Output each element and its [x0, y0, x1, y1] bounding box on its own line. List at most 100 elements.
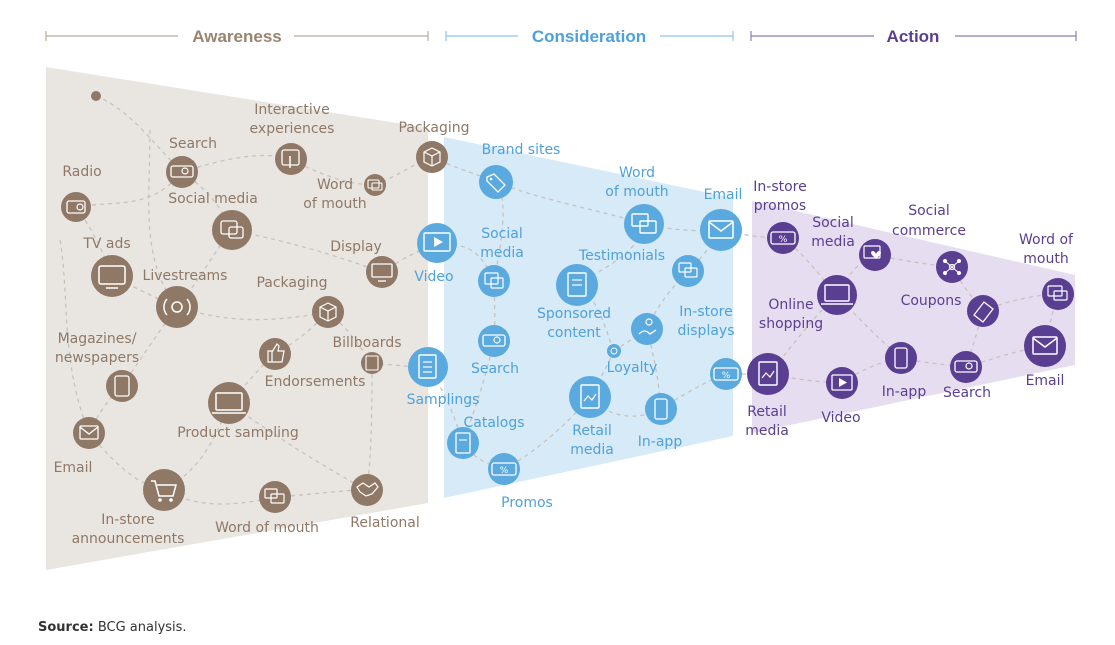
label-a-in-app: In-app	[882, 384, 927, 400]
search-icon	[950, 351, 982, 383]
label-a-social-media-1: Social	[812, 215, 854, 231]
label-sponsored-2: content	[547, 325, 601, 341]
label-magazines-1: Magazines/	[58, 331, 137, 347]
search-icon	[478, 325, 510, 357]
label-c-word-of-mouth-1: Word	[619, 165, 655, 181]
laptop-icon	[208, 382, 250, 424]
label-word-of-mouth-2: of mouth	[303, 196, 366, 212]
label-interactive-2: experiences	[250, 121, 335, 137]
label-billboards: Billboards	[333, 335, 402, 351]
label-testimonials: Testimonials	[578, 248, 665, 264]
label-packaging-mid: Packaging	[256, 275, 327, 291]
label-c-video: Video	[414, 269, 453, 285]
label-c-retail-media-2: media	[570, 442, 614, 458]
cart-icon	[143, 469, 185, 511]
magazine-icon	[106, 370, 138, 402]
label-a-search: Search	[943, 385, 991, 401]
label-promos: Promos	[501, 495, 553, 511]
svg-text:%: %	[722, 371, 731, 381]
social-media-icon	[212, 210, 252, 250]
action-nodes: %	[747, 222, 1074, 399]
label-c-social-media-2: media	[480, 245, 524, 261]
touchscreen-icon	[275, 143, 307, 175]
label-social-media: Social media	[168, 191, 258, 207]
label-online-shopping-1: Online	[768, 297, 813, 313]
label-a-retail-media-2: media	[745, 423, 789, 439]
email-icon	[700, 209, 742, 251]
awareness-panel	[46, 67, 428, 570]
label-c-social-media-1: Social	[481, 226, 523, 242]
awareness-nodes	[61, 141, 448, 513]
network-icon	[936, 251, 968, 283]
tag-icon	[479, 165, 513, 199]
coupon-icon	[967, 295, 999, 327]
chat-bubble-icon	[364, 174, 386, 196]
chat-bubble-icon	[1042, 278, 1074, 310]
email-icon	[73, 417, 105, 449]
thumbs-up-icon	[259, 338, 291, 370]
coupon-icon: %	[710, 358, 742, 390]
video-icon	[826, 367, 858, 399]
document-icon	[747, 353, 789, 395]
svg-text:%: %	[779, 235, 788, 245]
label-a-retail-media-1: Retail	[747, 404, 787, 420]
label-interactive-1: Interactive	[254, 102, 329, 118]
svg-text:%: %	[500, 466, 509, 476]
chat-bubble-icon	[624, 204, 664, 244]
label-email: Email	[54, 460, 93, 476]
video-icon	[417, 223, 457, 263]
radio-icon	[61, 192, 91, 222]
laptop-icon	[817, 275, 857, 315]
catalog-icon	[447, 427, 479, 459]
loyalty-icon	[631, 313, 663, 345]
label-a-word-of-mouth-2: mouth	[1023, 251, 1068, 267]
label-brand-sites: Brand sites	[482, 142, 561, 158]
phase-header-action: Action	[750, 27, 1077, 46]
label-online-shopping-2: shopping	[759, 316, 823, 332]
label-instore-1: In-store	[101, 512, 154, 528]
phase-header-consideration: Consideration	[445, 27, 734, 46]
label-social-commerce-1: Social	[908, 203, 950, 219]
label-endorsements: Endorsements	[265, 374, 366, 390]
box-icon	[416, 141, 448, 173]
social-media-icon	[478, 265, 510, 297]
label-samplings: Samplings	[407, 392, 480, 408]
handshake-icon	[351, 474, 383, 506]
chat-bubble-icon	[259, 481, 291, 513]
phase-title-consideration: Consideration	[532, 27, 646, 46]
label-c-word-of-mouth-2: of mouth	[605, 184, 668, 200]
label-a-instore-promos-2: promos	[754, 198, 806, 214]
loyalty-dot	[607, 344, 621, 358]
label-radio: Radio	[62, 164, 101, 180]
label-search: Search	[169, 136, 217, 152]
label-a-instore-promos-1: In-store	[753, 179, 806, 195]
search-icon	[166, 156, 198, 188]
email-icon	[1024, 325, 1066, 367]
document-icon	[556, 264, 598, 306]
livestream-icon	[156, 286, 198, 328]
phase-title-action: Action	[887, 27, 940, 46]
clipboard-icon	[408, 347, 448, 387]
label-sponsored-1: Sponsored	[537, 306, 611, 322]
label-instore-displays-1: In-store	[679, 304, 732, 320]
label-word-of-mouth-1: Word	[317, 177, 353, 193]
billboard-icon	[361, 352, 383, 374]
monitor-icon	[366, 256, 398, 288]
label-a-email: Email	[1026, 373, 1065, 389]
label-social-commerce-2: commerce	[892, 223, 966, 239]
label-a-social-media-2: media	[811, 234, 855, 250]
tv-icon	[91, 255, 133, 297]
source-text: BCG analysis.	[93, 620, 187, 635]
phone-icon	[645, 393, 677, 425]
consideration-nodes: % %	[408, 165, 742, 485]
document-icon	[569, 376, 611, 418]
label-packaging-top: Packaging	[398, 120, 469, 136]
label-c-in-app: In-app	[638, 434, 683, 450]
label-livestreams: Livestreams	[143, 268, 228, 284]
label-instore-2: announcements	[72, 531, 185, 547]
source-label: Source:	[38, 620, 94, 635]
phone-icon	[885, 342, 917, 374]
label-c-search: Search	[471, 361, 519, 377]
label-loyalty: Loyalty	[607, 360, 658, 376]
box-icon	[312, 296, 344, 328]
